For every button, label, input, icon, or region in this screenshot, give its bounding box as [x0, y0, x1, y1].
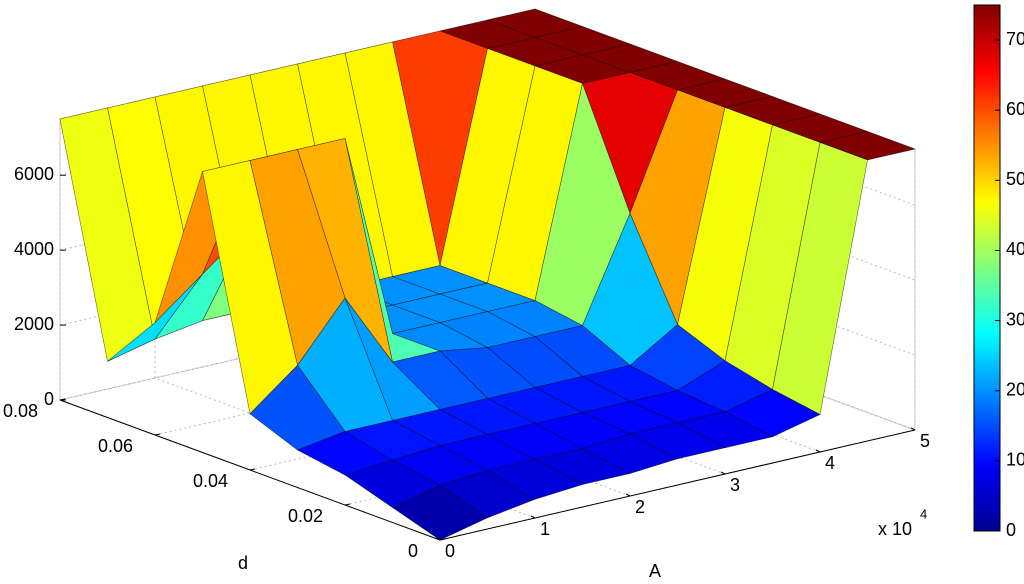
y-tick	[154, 433, 161, 436]
x-axis	[439, 429, 916, 541]
x-tick	[435, 537, 441, 541]
z-tick-label: 6000	[14, 164, 54, 184]
x-tick-label: 2	[635, 497, 645, 517]
colorbar	[973, 4, 1001, 532]
z-tick-label: 4000	[14, 239, 54, 259]
colorbar-tick-label: 2000	[1006, 379, 1024, 399]
x-tick-label: 4	[825, 453, 835, 473]
surface-patch	[391, 484, 489, 541]
x-tick-label: 5	[920, 431, 930, 451]
x-tick-label: 0	[445, 541, 455, 561]
x-multiplier-exp: 4	[920, 506, 927, 521]
y-tick-label: 0.04	[193, 471, 228, 491]
x-axis-label: A	[649, 561, 661, 581]
y-tick	[344, 503, 351, 506]
x-tick	[815, 449, 821, 453]
x-multiplier: x 10	[878, 519, 912, 539]
z-tick-label: 0	[44, 389, 54, 409]
x-tick	[530, 515, 536, 519]
z-tick-label: 2000	[14, 314, 54, 334]
x-tick-label: 1	[540, 519, 550, 539]
y-tick-label: 0	[408, 541, 418, 561]
y-tick	[249, 468, 256, 471]
colorbar-tick-label: 0	[1006, 520, 1016, 540]
colorbar-tick-label: 6000	[1006, 99, 1024, 119]
x-tick	[625, 493, 631, 497]
x-tick	[720, 471, 726, 475]
y-axis-label: d	[238, 553, 248, 573]
colorbar-tick-label: 3000	[1006, 309, 1024, 329]
x-tick	[910, 427, 916, 431]
x-tick-label: 3	[730, 475, 740, 495]
colorbar-tick-label: 5000	[1006, 169, 1024, 189]
colorbar-tick-label: 7000	[1006, 29, 1024, 49]
y-tick	[439, 538, 446, 541]
y-tick-label: 0.08	[3, 401, 38, 421]
colorbar-tick-label: 1000	[1006, 450, 1024, 470]
colorbar-tick-label: 4000	[1006, 239, 1024, 259]
y-tick-label: 0.02	[288, 506, 323, 526]
y-tick-label: 0.06	[98, 436, 133, 456]
